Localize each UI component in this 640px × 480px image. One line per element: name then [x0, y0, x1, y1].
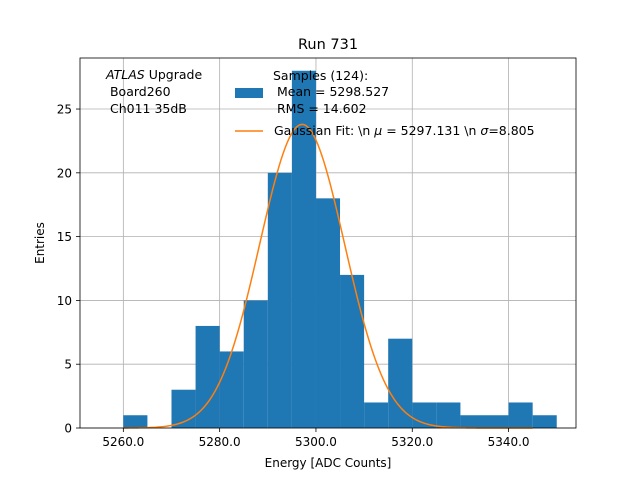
x-tick-label-0: 5260.0	[102, 435, 144, 449]
y-tick-label-5: 25	[57, 103, 72, 117]
x-axis-ticks: 5260.0 5280.0 5300.0 5320.0 5340.0	[102, 428, 530, 449]
histogram-bar-9	[340, 274, 365, 428]
x-tick-label-2: 5300.0	[295, 435, 337, 449]
histogram-bar-15	[484, 415, 509, 428]
histogram-bar-16	[508, 402, 533, 428]
atlas-annotation: ATLAS Upgrade Board260 Ch011 35dB	[105, 67, 202, 116]
x-tick-label-1: 5280.0	[199, 435, 241, 449]
histogram-bar-13	[436, 402, 461, 428]
plot-frame	[79, 57, 577, 429]
y-tick-label-1: 5	[64, 358, 72, 372]
x-tick-label-4: 5340.0	[488, 435, 530, 449]
histogram-bar-6	[267, 172, 292, 428]
histogram-bar-7	[291, 70, 316, 429]
y-tick-label-3: 15	[57, 230, 72, 244]
histogram-bar-5	[243, 300, 268, 428]
legend: Samples (124): Mean = 5298.527 RMS = 14.…	[235, 68, 535, 138]
histogram-bar-12	[412, 402, 437, 428]
histogram-bar-14	[460, 415, 485, 428]
y-tick-label-4: 20	[57, 166, 72, 180]
histogram-bars	[123, 70, 557, 429]
annotation-line-3: Ch011 35dB	[106, 101, 187, 116]
legend-histogram-label-1: Samples (124):	[273, 68, 368, 83]
legend-histogram-label-3: RMS = 14.602	[273, 101, 367, 116]
y-axis-ticks: 0 5 10 15 20 25	[57, 103, 80, 436]
chart-title: Run 731	[298, 37, 358, 53]
x-axis-label: Energy [ADC Counts]	[265, 456, 392, 470]
y-tick-label-2: 10	[57, 294, 72, 308]
legend-histogram-label-2: Mean = 5298.527	[273, 84, 389, 99]
annotation-line-2: Board260	[106, 84, 171, 99]
histogram-bar-11	[388, 338, 413, 428]
y-tick-label-0: 0	[64, 422, 72, 436]
histogram-bar-0	[123, 415, 148, 428]
annotation-line-1: ATLAS Upgrade	[105, 67, 202, 82]
legend-fit-label: Gaussian Fit: \n μ = 5297.131 \n σ=8.805	[274, 123, 535, 138]
histogram-bar-17	[532, 415, 557, 428]
legend-histogram-swatch	[235, 88, 263, 98]
x-tick-label-3: 5320.0	[391, 435, 433, 449]
histogram-bar-8	[315, 198, 341, 428]
histogram-bar-10	[364, 402, 389, 428]
histogram-bar-4	[219, 351, 244, 428]
y-axis-label: Entries	[33, 222, 47, 264]
